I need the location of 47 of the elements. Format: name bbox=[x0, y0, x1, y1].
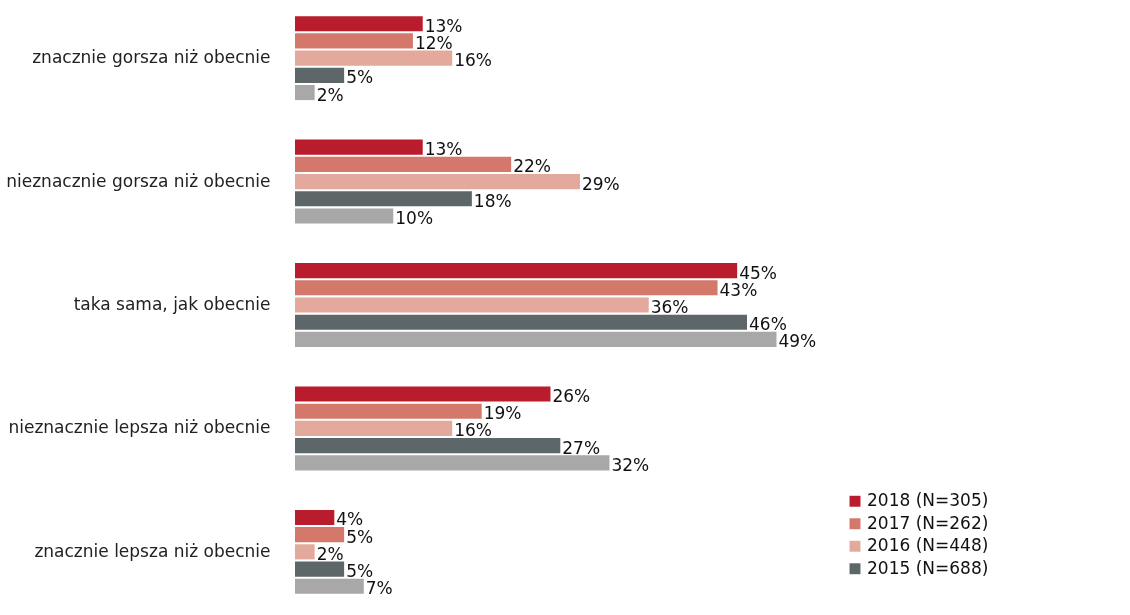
data-label: 36% bbox=[650, 297, 689, 317]
data-label: 26% bbox=[552, 386, 591, 407]
data-label: 2% bbox=[316, 84, 344, 105]
legend-label: 2018 (N=305) bbox=[867, 490, 989, 511]
bar bbox=[295, 174, 580, 190]
bar bbox=[295, 561, 345, 577]
bar bbox=[295, 208, 394, 224]
bar bbox=[295, 33, 413, 49]
legend-label: 2016 (N=448) bbox=[867, 535, 989, 556]
bar bbox=[295, 403, 482, 419]
data-label: 18% bbox=[473, 190, 512, 211]
legend-label: 2017 (N=262) bbox=[867, 512, 989, 533]
y-tick-label: znacznie gorsza niż obecnie bbox=[32, 47, 271, 68]
bar bbox=[295, 263, 738, 279]
data-label: 13% bbox=[424, 139, 463, 160]
bar bbox=[295, 67, 345, 83]
bar bbox=[295, 297, 649, 313]
data-label: 10% bbox=[395, 207, 434, 228]
bar bbox=[295, 191, 472, 207]
data-label: 22% bbox=[513, 156, 551, 177]
bar bbox=[295, 314, 747, 330]
data-label: 27% bbox=[562, 437, 601, 458]
bar bbox=[295, 578, 364, 594]
legend-label: 2015 (N=688) bbox=[867, 557, 989, 578]
y-tick-label: nieznacznie gorsza niż obecnie bbox=[6, 170, 271, 191]
data-label: 5% bbox=[346, 67, 374, 88]
bar bbox=[295, 331, 777, 347]
bar bbox=[295, 280, 718, 296]
data-label: 29% bbox=[581, 173, 620, 194]
bar bbox=[295, 455, 610, 471]
y-tick-label: znacznie lepsza niż obecnie bbox=[34, 540, 271, 561]
bar bbox=[295, 156, 512, 172]
y-tick-label: nieznacznie lepsza niż obecnie bbox=[8, 417, 271, 438]
bar bbox=[295, 527, 345, 543]
bar bbox=[295, 420, 453, 436]
bar bbox=[295, 84, 315, 101]
data-label: 2% bbox=[316, 543, 344, 564]
bar bbox=[295, 16, 423, 32]
data-label: 32% bbox=[611, 454, 650, 475]
bar bbox=[295, 438, 561, 454]
bar bbox=[295, 509, 335, 526]
bar bbox=[295, 50, 453, 66]
y-tick-label: taka sama, jak obecnie bbox=[73, 294, 271, 314]
bar bbox=[295, 139, 423, 155]
bar bbox=[295, 386, 551, 402]
bar bbox=[295, 544, 315, 560]
data-label: 16% bbox=[454, 50, 493, 71]
